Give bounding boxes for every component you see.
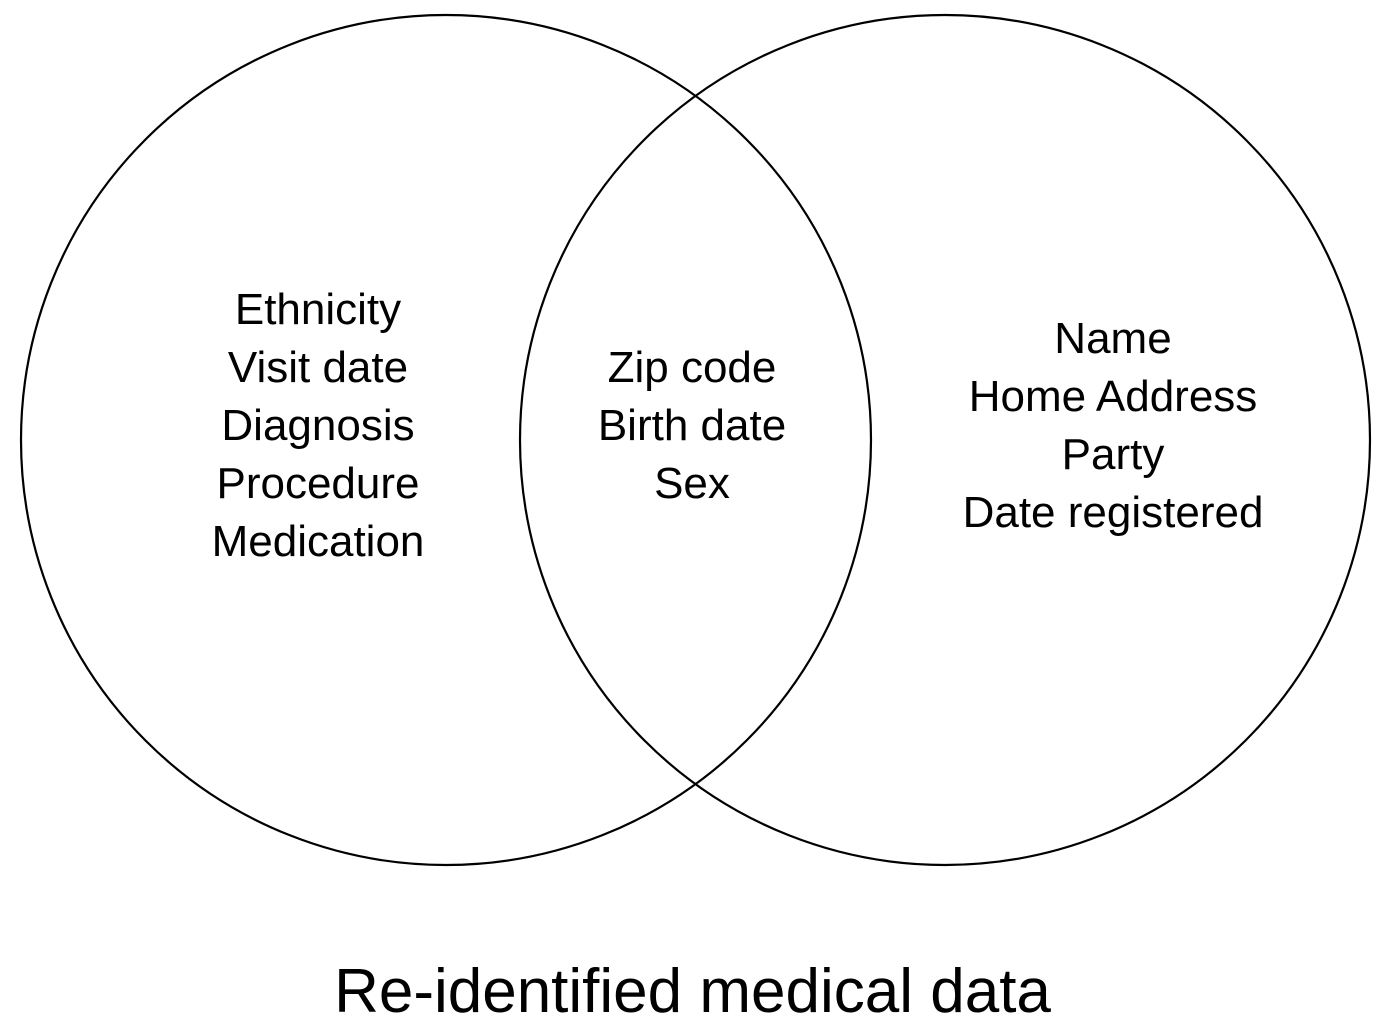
diagram-caption: Re-identified medical data [334, 957, 1051, 1026]
overlap-item: Birth date [597, 401, 787, 450]
right-item: Name [1054, 314, 1172, 363]
right-item: Date registered [962, 488, 1264, 537]
left-item: Visit date [227, 343, 409, 392]
right-item: Home Address [968, 372, 1258, 421]
right-region-labels: Name Home Address Party Date registered [963, 310, 1264, 542]
left-item: Medication [211, 517, 425, 566]
left-circle [19, 13, 873, 867]
right-circle [518, 13, 1372, 867]
left-item: Procedure [216, 459, 420, 508]
overlap-item: Sex [654, 459, 730, 508]
left-item: Diagnosis [221, 401, 415, 450]
left-region-labels: Ethnicity Visit date Diagnosis Procedure… [212, 281, 425, 571]
overlap-region-labels: Zip code Birth date Sex [598, 339, 786, 513]
overlap-item: Zip code [607, 343, 777, 392]
left-item: Ethnicity [234, 285, 402, 334]
right-item: Party [1061, 430, 1165, 479]
